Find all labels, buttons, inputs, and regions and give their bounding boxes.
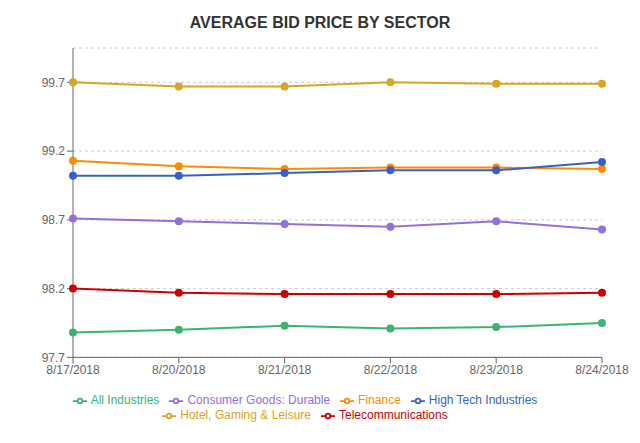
html-text:Consumer Goods: Durable: Consumer Goods: Durable [187, 393, 331, 408]
svg-text:97.7: 97.7 [42, 351, 66, 365]
html-text:High Tech Industries: High Tech Industries [428, 393, 538, 408]
html-text:AVERAGE BID PRICE BY SECTOR: AVERAGE BID PRICE BY SECTOR [189, 14, 451, 31]
svg-text:8/23/2018: 8/23/2018 [470, 363, 524, 377]
svg-text:98.7: 98.7 [42, 213, 66, 227]
svg-text:8/17/2018: 8/17/2018 [46, 363, 100, 377]
svg-text:98.2: 98.2 [42, 282, 66, 296]
svg-text:99.7: 99.7 [42, 76, 66, 90]
svg-text:8/22/2018: 8/22/2018 [364, 363, 418, 377]
html-text:Finance: Finance [358, 393, 401, 408]
html-text:Hotel, Gaming & Leisure: Hotel, Gaming & Leisure [180, 408, 311, 423]
svg-text:8/20/2018: 8/20/2018 [152, 363, 206, 377]
svg-text:8/24/2018: 8/24/2018 [575, 363, 629, 377]
svg-text:8/21/2018: 8/21/2018 [258, 363, 312, 377]
svg-text:99.2: 99.2 [42, 144, 66, 158]
html-text:Telecommunications: Telecommunications [339, 408, 448, 423]
html-text:All Industries: All Industries [90, 393, 160, 408]
